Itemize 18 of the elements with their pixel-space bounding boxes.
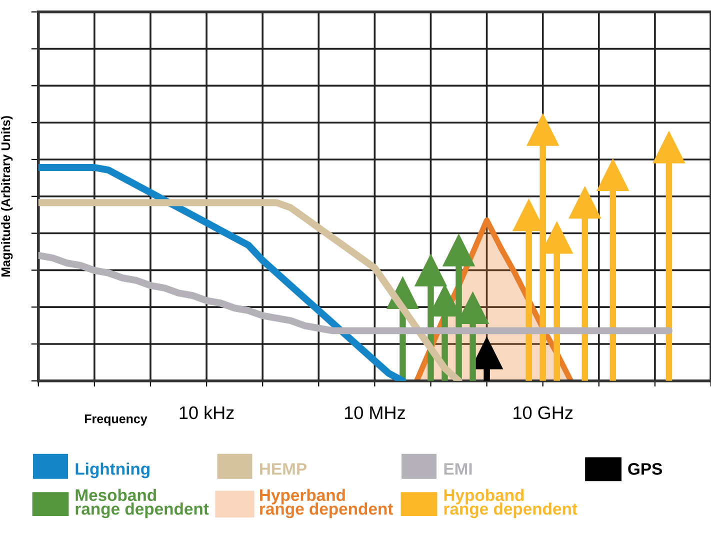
legend-label: Mesoband range dependent [76, 488, 209, 518]
x-tick-label: 10 GHz [514, 406, 573, 420]
x-tick-label: 10 MHz [344, 406, 405, 420]
point [652, 131, 685, 164]
legend-label: Hypoband range dependent [444, 488, 578, 518]
point [596, 159, 629, 192]
legend-label: Lightning [76, 462, 150, 478]
point [568, 186, 601, 219]
point [442, 234, 475, 266]
legend-label: GPS [628, 463, 662, 475]
x-axis-title: Frequency [84, 414, 148, 426]
x-tick-label: 10 kHz [180, 406, 234, 420]
legend-label: HEMP [260, 463, 307, 475]
point [414, 254, 447, 286]
legend-label: Hyperband range dependent [260, 488, 394, 518]
y-axis-title: Magnitude (Arbitrary Units) [0, 116, 13, 276]
point [526, 114, 559, 146]
legend-label: EMI [444, 463, 472, 475]
